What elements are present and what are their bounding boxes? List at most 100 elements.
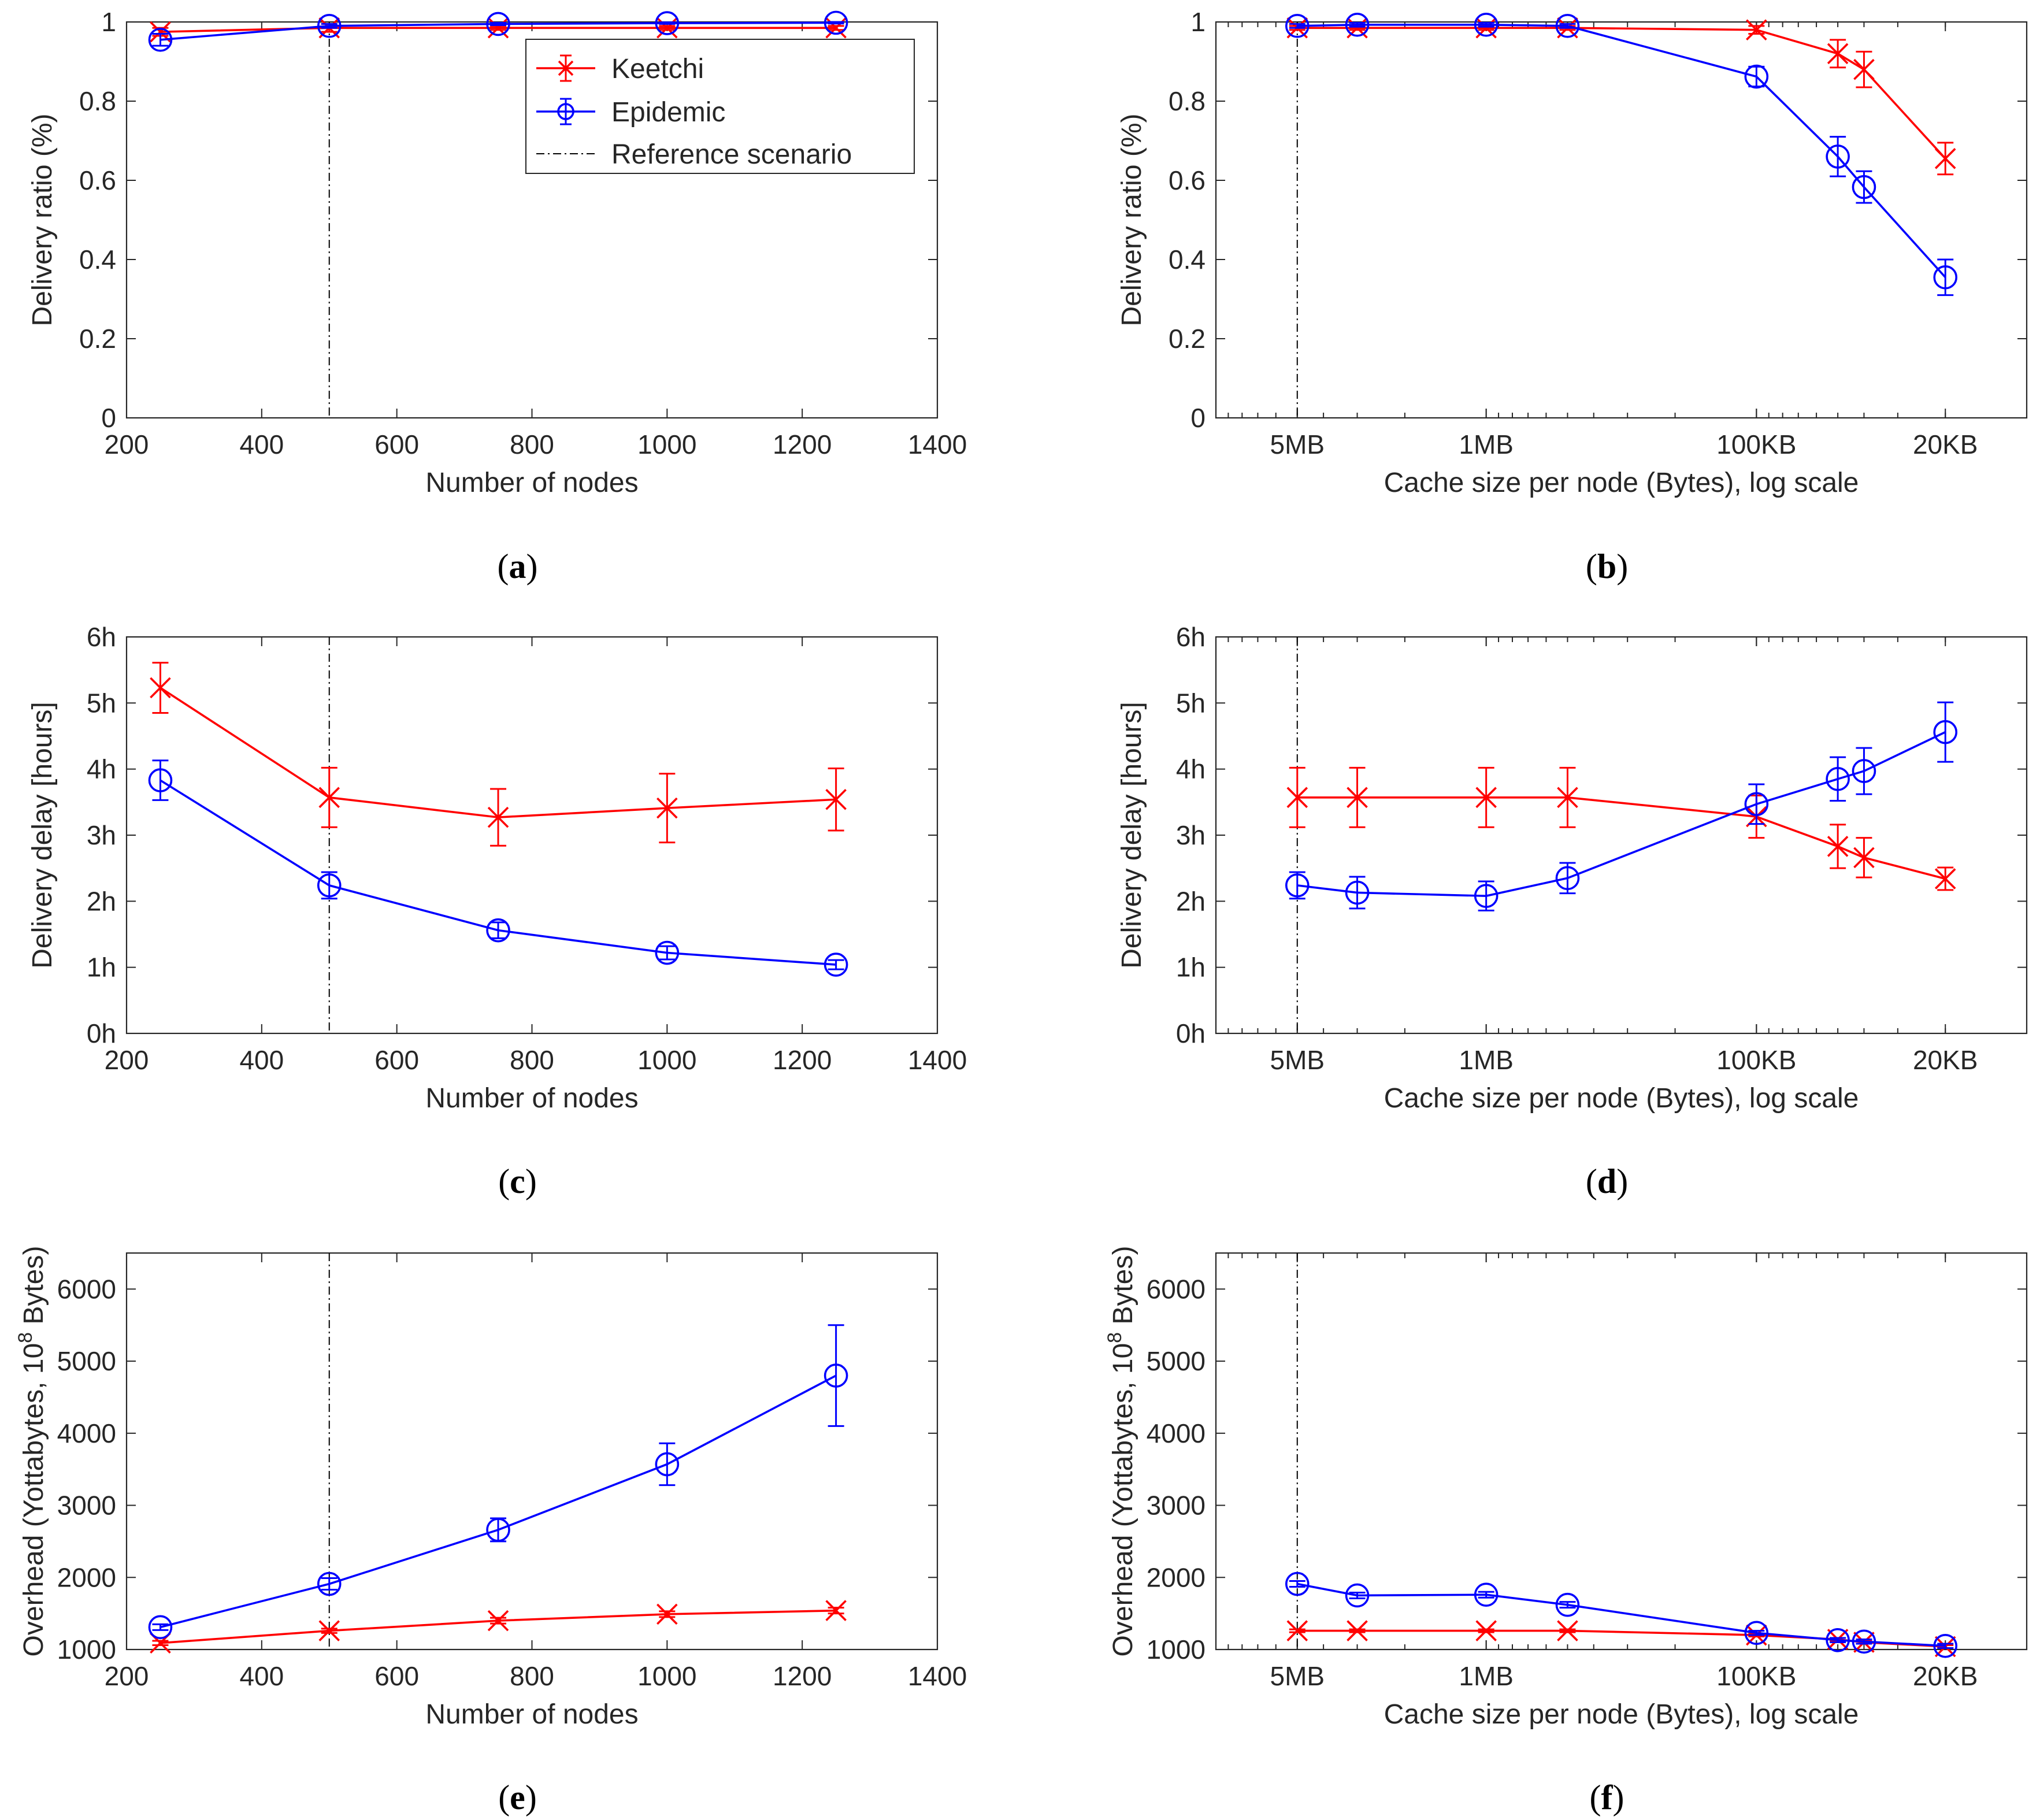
y-tick-label: 5000 (57, 1346, 116, 1376)
data-point-circle (1852, 175, 1876, 199)
cross-stroke (150, 677, 171, 699)
chart-f: 5MB 1MB 100KB 20KB 1000 2000 3000 4000 5000 6000 C… (1104, 1246, 2028, 1817)
cross-stroke (1557, 787, 1578, 809)
error-bar (1856, 747, 1872, 795)
data-point-circle (655, 1452, 680, 1477)
data-point-circle (148, 768, 173, 792)
error-bar (1289, 871, 1305, 900)
y-tick-label: 0.2 (1169, 324, 1206, 354)
x-axis-label: Number of nodes (425, 468, 638, 498)
caption: (c) (498, 1162, 537, 1200)
legend-marker-circle (557, 103, 574, 120)
data-point-circle (1852, 759, 1876, 783)
series-line (160, 1609, 836, 1644)
data-point-circle (317, 1571, 342, 1596)
caption: (d) (1586, 1162, 1628, 1200)
y-tick-label: 5h (87, 688, 116, 718)
data-point-circle (1474, 1582, 1499, 1607)
error-bar (659, 21, 676, 25)
y-tick-label: 1000 (1147, 1634, 1206, 1665)
y-axis-label-text: Bytes) (1108, 1246, 1138, 1332)
error-bar (659, 1442, 676, 1487)
series-keetchi (1286, 17, 1956, 176)
data-point-cross (1347, 1620, 1368, 1641)
cross-stroke (1853, 58, 1875, 80)
caption-paren: ) (1616, 1162, 1628, 1200)
error-bar (321, 871, 337, 900)
data-point-cross (150, 677, 171, 699)
chart-e: 200 400 600 800 1000 1200 1400 1000 2000 3000 4000… (14, 1246, 967, 1817)
cross-stroke (1475, 787, 1497, 809)
cross-stroke (318, 1620, 340, 1641)
error-bar (490, 21, 507, 26)
y-tick-label: 2h (1176, 886, 1206, 916)
data-point-circle (655, 11, 680, 35)
caption-paren: ( (498, 1778, 510, 1817)
caption-letter: a (509, 547, 526, 585)
data-point-cross (1934, 868, 1956, 889)
data-point-cross (318, 787, 340, 809)
legend-label: Keetchi (611, 54, 704, 84)
cross-stroke (1853, 847, 1875, 869)
error-bar (1478, 880, 1494, 911)
y-axis-label: Delivery ratio (%) (27, 113, 58, 326)
x-tick-label: 600 (374, 1045, 419, 1075)
cross-stroke (1286, 787, 1308, 809)
y-tick-label: 6h (1176, 622, 1206, 652)
caption: (b) (1586, 547, 1628, 585)
y-tick-label: 2000 (57, 1562, 116, 1592)
x-tick-label: 200 (105, 1045, 149, 1075)
caption-paren: ( (1590, 1778, 1601, 1817)
cross-stroke (1347, 787, 1368, 809)
caption-letter: c (510, 1162, 525, 1200)
error-bar (152, 33, 169, 47)
error-bar (1937, 258, 1954, 296)
cross-stroke (318, 787, 340, 809)
y-tick-label: 1000 (57, 1634, 116, 1665)
y-axis-label-exponent: 8 (14, 1332, 36, 1343)
legend-marker-cross (558, 60, 574, 76)
caption-paren: ( (1586, 547, 1597, 585)
cross-stroke (825, 1600, 847, 1621)
x-tick-label: 20KB (1913, 1045, 1978, 1075)
cross-stroke (656, 17, 678, 39)
series-epidemic (1285, 701, 1958, 911)
y-tick-label: 0.4 (79, 244, 116, 275)
y-tick-label: 3000 (1147, 1491, 1206, 1521)
data-point-circle (148, 1615, 173, 1640)
error-bar (1830, 756, 1846, 802)
legend-label: Epidemic (611, 97, 725, 128)
error-bar (321, 23, 337, 29)
x-tick-label: 1MB (1459, 1045, 1514, 1075)
axes-box (1215, 21, 2028, 419)
y-tick-label: 4000 (57, 1418, 116, 1448)
cross-stroke (656, 797, 678, 819)
data-point-circle (1345, 880, 1370, 905)
error-bar (828, 959, 844, 970)
x-tick-label: 400 (239, 429, 284, 459)
cross-stroke (1557, 1620, 1578, 1641)
data-point-circle (148, 28, 173, 52)
x-tick-label: 800 (510, 429, 554, 459)
caption: (a) (498, 547, 538, 585)
y-tick-label: 4000 (1147, 1418, 1206, 1448)
y-tick-label: 1h (87, 952, 116, 983)
data-point-cross (1286, 787, 1308, 809)
error-bar (828, 21, 844, 25)
caption-paren: ) (1616, 547, 1628, 585)
data-point-cross (1286, 1620, 1308, 1641)
series-epidemic (148, 759, 848, 977)
x-tick-label: 600 (374, 1661, 419, 1691)
data-point-circle (1285, 14, 1310, 38)
y-axis-label: Delivery ratio (%) (1117, 113, 1147, 326)
data-point-cross (1475, 1620, 1497, 1641)
data-point-circle (486, 12, 510, 36)
data-point-circle (486, 1518, 510, 1542)
data-point-circle (1555, 866, 1580, 891)
error-bar (490, 921, 507, 939)
x-tick-label: 1MB (1459, 429, 1514, 459)
error-bar (1856, 1639, 1872, 1645)
series-line (1297, 731, 1946, 897)
data-point-cross (1827, 43, 1849, 65)
y-tick-label: 3h (87, 820, 116, 850)
